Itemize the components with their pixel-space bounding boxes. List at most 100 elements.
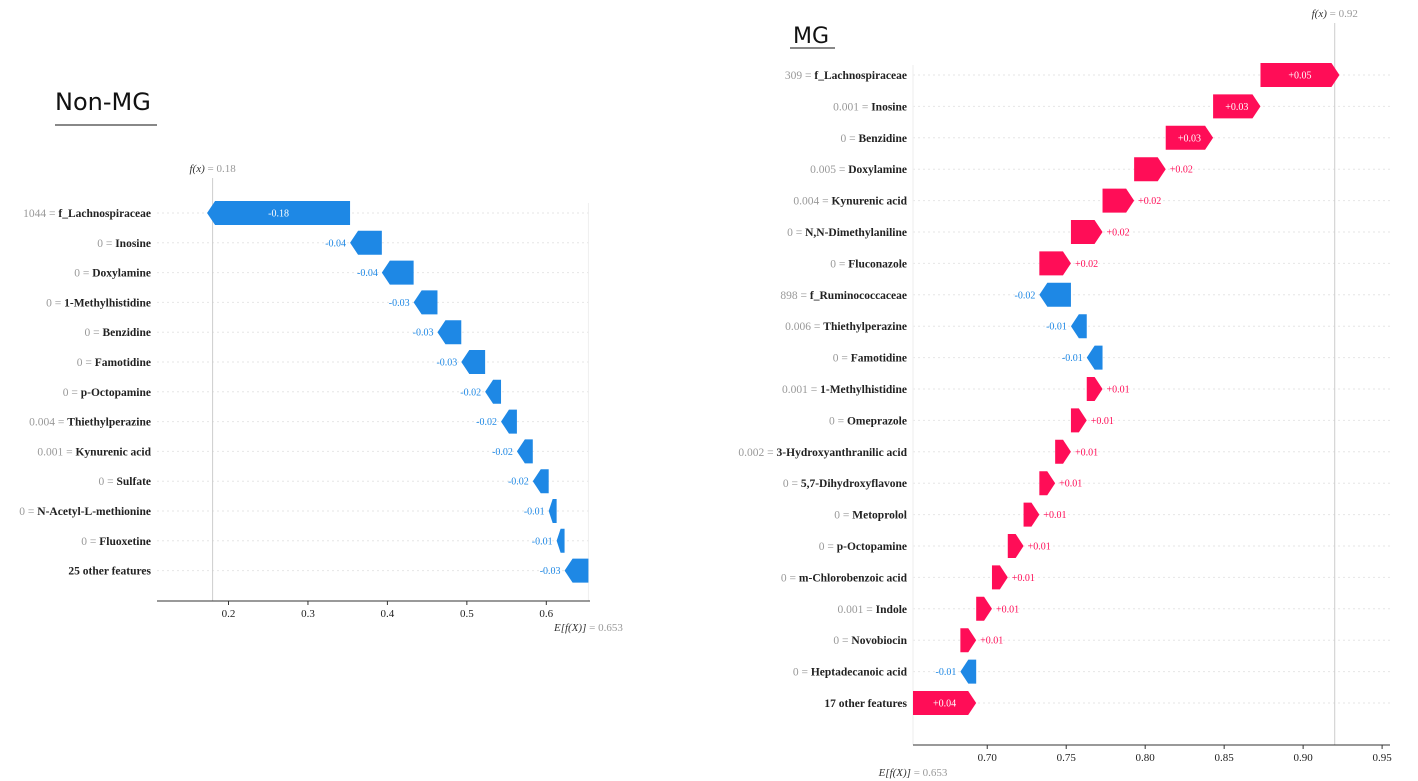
shap-bar <box>516 439 533 464</box>
shap-value-label: -0.18 <box>268 209 289 220</box>
feature-label: 25 other features <box>68 566 151 578</box>
feature-label: 0.006 = Thiethylperazine <box>785 321 907 333</box>
shap-value-label: -0.02 <box>460 387 481 398</box>
feature-label: 0 = Doxylamine <box>74 268 151 280</box>
shap-value-label: -0.01 <box>524 507 545 518</box>
shap-bar <box>976 596 992 621</box>
shap-value-label: +0.01 <box>1075 447 1098 458</box>
shap-bar <box>1134 157 1166 182</box>
shap-bar <box>1070 314 1087 339</box>
shap-value-label: +0.02 <box>1138 196 1161 207</box>
shap-value-label: +0.01 <box>1107 385 1130 396</box>
shap-value-label: +0.02 <box>1107 228 1130 239</box>
shap-value-label: +0.03 <box>1178 133 1201 144</box>
feature-label: 898 = f_Ruminococcaceae <box>780 290 907 302</box>
feature-label: 0.004 = Thiethylperazine <box>29 417 151 429</box>
shap-bar <box>381 260 414 285</box>
ex-label: E[f(X)] = 0.653 <box>878 767 948 779</box>
shap-bar <box>548 499 557 523</box>
x-tick-label: 0.90 <box>1294 752 1314 764</box>
feature-label: 0 = m-Chlorobenzoic acid <box>781 572 908 584</box>
x-tick-label: 0.70 <box>978 752 998 764</box>
shap-value-label: -0.03 <box>436 358 457 369</box>
shap-bar <box>437 320 462 345</box>
feature-label: 0.001 = Kynurenic acid <box>37 446 151 458</box>
feature-label: 0 = Heptadecanoic acid <box>793 667 908 679</box>
feature-label: 0 = Metoprolol <box>834 510 907 522</box>
feature-label: 0 = 5,7-Dihydroxyflavone <box>783 478 907 490</box>
feature-label: 0 = p-Octopamine <box>63 387 151 399</box>
feature-label: 0 = Inosine <box>97 238 151 250</box>
feature-label: 0.001 = Indole <box>838 604 907 616</box>
shap-value-label: -0.01 <box>1062 353 1083 364</box>
x-tick-label: 0.6 <box>539 608 553 620</box>
shap-value-label: +0.03 <box>1225 102 1248 113</box>
feature-label: 0.001 = 1-Methylhistidine <box>782 384 907 396</box>
feature-label: 0 = p-Octopamine <box>819 541 907 553</box>
shap-value-label: +0.01 <box>980 636 1003 647</box>
shap-bar <box>1086 345 1103 370</box>
shap-value-label: +0.02 <box>1170 165 1193 176</box>
shap-value-label: +0.01 <box>1091 416 1114 427</box>
shap-bar <box>991 565 1008 590</box>
shap-bar <box>350 230 382 255</box>
x-tick-label: 0.80 <box>1136 752 1156 764</box>
shap-value-label: -0.03 <box>540 566 561 577</box>
shap-bar <box>1102 188 1135 213</box>
shap-bar <box>564 558 589 583</box>
x-tick-label: 0.2 <box>222 608 236 620</box>
x-tick-label: 0.85 <box>1215 752 1235 764</box>
shap-bar <box>1213 94 1261 119</box>
chart-title: Non-MG <box>55 88 151 116</box>
shap-bar <box>1039 282 1071 307</box>
feature-label: 0.001 = Inosine <box>833 101 907 113</box>
feature-label: 0.005 = Doxylamine <box>810 164 907 176</box>
shap-value-label: -0.02 <box>1015 290 1036 301</box>
shap-bar <box>1023 502 1040 527</box>
shap-value-label: -0.01 <box>1046 322 1067 333</box>
feature-label: 1044 = f_Lachnospiraceae <box>23 208 151 220</box>
shap-bar <box>1070 408 1087 433</box>
shap-value-label: -0.02 <box>508 477 529 488</box>
shap-bar <box>1007 534 1024 558</box>
shap-bar <box>485 379 502 404</box>
shap-bar <box>1039 251 1071 276</box>
feature-label: 0 = Fluconazole <box>830 258 907 270</box>
feature-label: 0 = N,N-Dimethylaniline <box>787 227 907 239</box>
x-tick-label: 0.3 <box>301 608 315 620</box>
shap-value-label: -0.02 <box>476 417 497 428</box>
feature-label: 0.002 = 3-Hydroxyanthranilic acid <box>738 447 907 459</box>
x-tick-label: 0.75 <box>1057 752 1077 764</box>
shap-bar <box>913 691 977 715</box>
shap-bar <box>413 290 438 315</box>
fx-label: f(x) = 0.92 <box>1312 8 1358 20</box>
chart-title: MG <box>793 24 829 49</box>
shap-value-label: -0.03 <box>413 328 434 339</box>
feature-label: 0 = Novobiocin <box>833 635 907 647</box>
shap-value-label: +0.05 <box>1288 71 1311 82</box>
shap-bar <box>960 628 977 653</box>
shap-bar <box>1260 63 1340 87</box>
x-tick-label: 0.95 <box>1372 752 1392 764</box>
shap-bar <box>501 409 517 434</box>
feature-label: 0 = Sulfate <box>99 476 152 488</box>
feature-label: 0 = N-Acetyl-L-methionine <box>19 506 151 518</box>
shap-value-label: +0.04 <box>933 699 956 710</box>
shap-value-label: +0.01 <box>1012 573 1035 584</box>
shap-bar <box>1086 377 1103 401</box>
feature-label: 0 = 1-Methylhistidine <box>46 297 151 309</box>
x-tick-label: 0.5 <box>460 608 474 620</box>
x-tick-label: 0.4 <box>381 608 395 620</box>
feature-label: 0 = Famotidine <box>833 353 907 365</box>
shap-value-label: -0.02 <box>492 447 513 458</box>
shap-bar <box>960 659 977 684</box>
feature-label: 17 other features <box>824 698 907 710</box>
shap-bar <box>556 528 565 553</box>
shap-value-label: +0.02 <box>1075 259 1098 270</box>
feature-label: 0 = Benzidine <box>84 327 151 339</box>
shap-bar <box>1165 125 1214 150</box>
feature-label: 309 = f_Lachnospiraceae <box>785 70 907 82</box>
shap-bar <box>1055 439 1071 464</box>
shap-value-label: +0.01 <box>1059 479 1082 490</box>
